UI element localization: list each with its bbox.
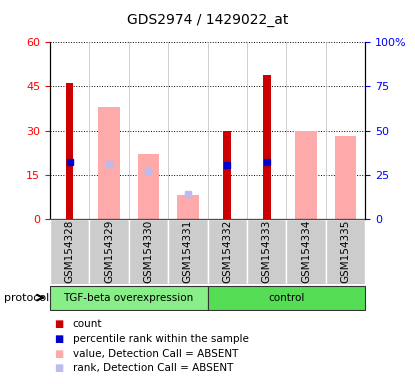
Text: ■: ■ (54, 334, 63, 344)
Text: GSM154329: GSM154329 (104, 220, 114, 283)
Text: GSM154334: GSM154334 (301, 220, 311, 283)
Bar (50, 286, 208, 310)
Text: protocol: protocol (4, 293, 49, 303)
Bar (137, 154, 159, 219)
Bar (286, 219, 326, 284)
Text: ■: ■ (54, 319, 63, 329)
Text: GSM154333: GSM154333 (261, 220, 272, 283)
Text: GSM154330: GSM154330 (143, 220, 154, 283)
Text: TGF-beta overexpression: TGF-beta overexpression (63, 293, 194, 303)
Bar (177, 195, 199, 219)
Bar (66, 83, 73, 219)
Text: GSM154335: GSM154335 (340, 220, 351, 283)
Bar (98, 107, 120, 219)
Text: GDS2974 / 1429022_at: GDS2974 / 1429022_at (127, 13, 288, 27)
Text: control: control (268, 293, 305, 303)
Bar (247, 219, 286, 284)
Text: ■: ■ (54, 349, 63, 359)
Bar (326, 219, 365, 284)
Text: count: count (73, 319, 102, 329)
Bar (295, 131, 317, 219)
Bar (263, 74, 271, 219)
Text: ■: ■ (54, 363, 63, 373)
Bar (50, 219, 89, 284)
Bar (334, 136, 356, 219)
Bar (89, 219, 129, 284)
Bar (168, 219, 208, 284)
Text: rank, Detection Call = ABSENT: rank, Detection Call = ABSENT (73, 363, 233, 373)
Text: GSM154331: GSM154331 (183, 220, 193, 283)
Text: percentile rank within the sample: percentile rank within the sample (73, 334, 249, 344)
Bar (208, 286, 365, 310)
Bar (208, 219, 247, 284)
Text: GSM154328: GSM154328 (64, 220, 75, 283)
Text: GSM154332: GSM154332 (222, 220, 232, 283)
Bar (129, 219, 168, 284)
Text: value, Detection Call = ABSENT: value, Detection Call = ABSENT (73, 349, 238, 359)
Bar (223, 131, 231, 219)
